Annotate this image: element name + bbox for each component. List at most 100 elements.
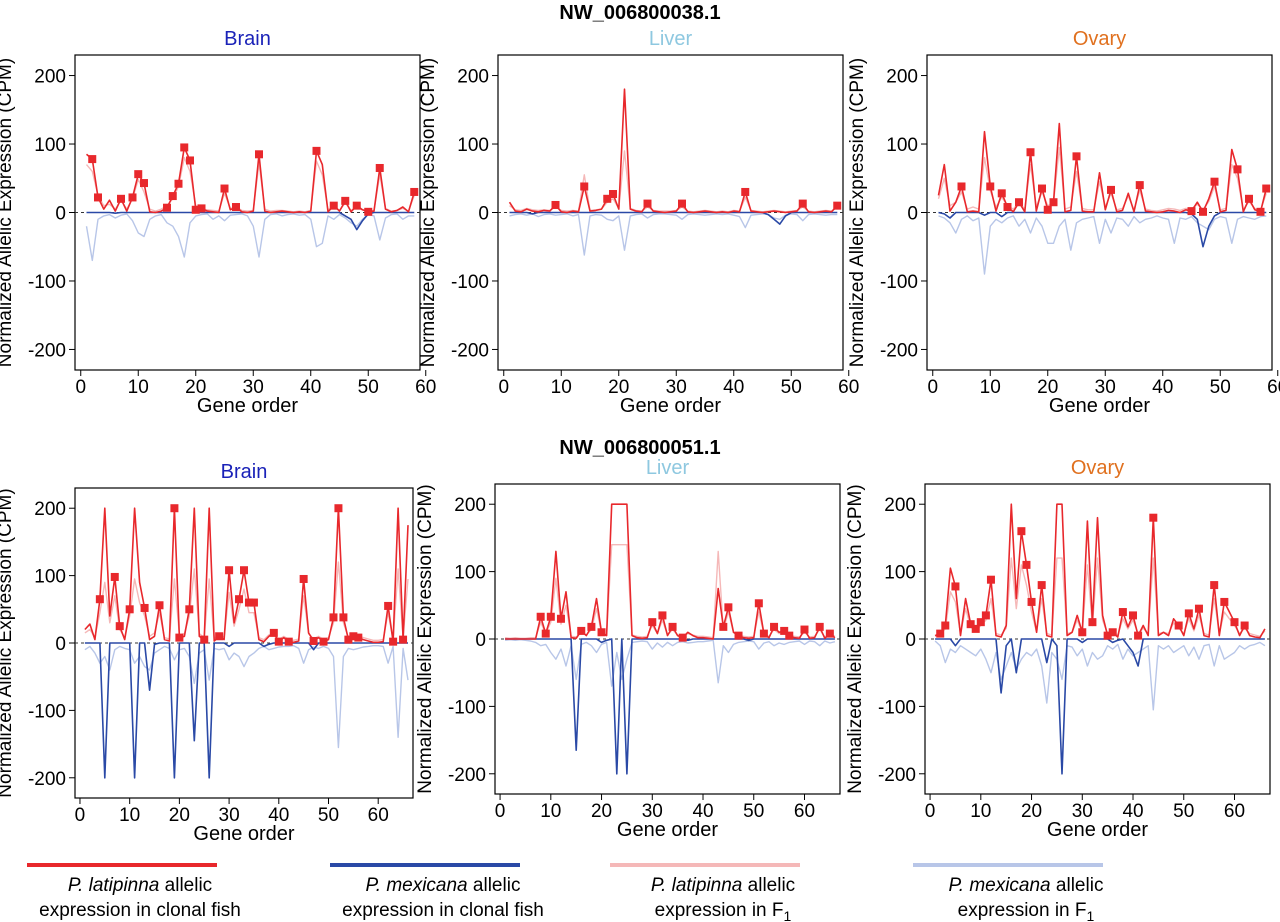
data-point-marker (140, 179, 148, 188)
data-point-marker (603, 194, 612, 203)
data-point-marker (168, 192, 177, 201)
data-point-marker (175, 633, 184, 642)
data-point-marker (1245, 194, 1253, 203)
y-tick-label: 200 (884, 495, 916, 516)
data-point-marker (140, 603, 149, 612)
data-point-marker (354, 633, 363, 642)
data-point-marker (410, 187, 419, 196)
data-point-marker (170, 504, 179, 513)
data-point-marker (220, 184, 229, 193)
data-point-marker (185, 605, 194, 614)
data-point-marker (556, 614, 565, 623)
data-point-marker (399, 635, 408, 644)
x-tick-label: 40 (1152, 377, 1173, 398)
legend-label-line2: expression in F1 (958, 900, 1095, 922)
data-point-marker (309, 636, 318, 645)
series-line-0 (505, 503, 836, 640)
panel-title: Ovary (1073, 28, 1126, 50)
data-point-marker (741, 187, 750, 196)
data-point-marker (1118, 608, 1127, 617)
y-tick-label: -100 (451, 272, 489, 293)
legend-label-line1: P. latipinna allelic (68, 875, 212, 896)
y-tick-label: -200 (28, 340, 66, 361)
x-tick-label: 40 (723, 377, 744, 398)
data-point-marker (719, 622, 728, 631)
panel-title: Liver (646, 457, 690, 479)
x-tick-label: 20 (591, 801, 612, 822)
data-point-marker (825, 629, 834, 638)
row-title-0: NW_006800038.1 (559, 2, 720, 24)
x-tick-label: 0 (495, 801, 506, 822)
x-tick-label: 30 (1072, 801, 1093, 822)
x-tick-label: 20 (169, 805, 190, 826)
data-point-marker (1149, 513, 1158, 522)
data-point-marker (941, 621, 950, 630)
data-point-marker (174, 179, 183, 188)
data-point-marker (580, 182, 589, 191)
y-axis-label: Normalized Allelic Expression (CPM) (0, 488, 16, 797)
y-tick-label: -100 (28, 701, 66, 722)
data-point-marker (1022, 560, 1031, 569)
y-tick-label: -200 (880, 340, 918, 361)
data-point-marker (780, 626, 789, 635)
data-point-marker (364, 207, 373, 216)
data-point-marker (389, 637, 398, 646)
data-point-marker (117, 194, 125, 203)
data-point-marker (1043, 205, 1052, 214)
y-tick-label: -200 (451, 340, 489, 361)
data-point-marker (215, 632, 224, 641)
x-tick-label: 20 (608, 377, 629, 398)
y-tick-label: 200 (886, 67, 918, 88)
x-tick-label: 60 (838, 377, 859, 398)
chart-panel-1: Liver 200 100 0 -100 -200 0 10 20 30 40 50 60 Gene or… (418, 28, 859, 417)
data-point-marker (1078, 628, 1087, 637)
x-axis-label: Gene order (1047, 819, 1149, 841)
data-point-marker (971, 624, 980, 633)
x-axis-label: Gene order (617, 819, 719, 841)
data-point-marker (678, 199, 686, 208)
y-tick-label: 100 (34, 567, 66, 588)
data-point-marker (341, 196, 350, 205)
data-point-marker (951, 582, 960, 591)
data-point-marker (115, 622, 124, 631)
data-point-marker (546, 612, 555, 621)
data-point-marker (658, 611, 667, 620)
data-point-marker (1129, 611, 1138, 620)
data-point-marker (798, 199, 807, 208)
y-axis-label: Normalized Allelic Expression (CPM) (847, 58, 868, 367)
data-point-marker (384, 601, 393, 610)
data-point-marker (186, 156, 194, 165)
data-point-marker (1240, 621, 1249, 630)
data-point-marker (800, 625, 809, 634)
data-point-marker (134, 170, 143, 179)
y-tick-label: 0 (55, 204, 66, 225)
data-point-marker (1134, 631, 1143, 640)
series-line-3 (938, 215, 1267, 275)
data-point-marker (329, 201, 338, 210)
data-point-marker (191, 205, 200, 214)
legend-entry-2: P. latipinna allelic expression in F1 (610, 863, 800, 922)
data-point-marker (986, 182, 995, 191)
data-point-marker (1107, 185, 1115, 194)
data-point-marker (94, 193, 102, 202)
x-tick-label: 10 (128, 377, 149, 398)
data-point-marker (1194, 604, 1203, 613)
data-point-marker (344, 635, 353, 644)
data-point-marker (1174, 621, 1183, 630)
x-tick-label: 0 (75, 377, 86, 398)
y-tick-label: -200 (448, 765, 486, 786)
data-point-marker (1220, 597, 1229, 606)
y-tick-label: 100 (884, 563, 916, 584)
y-tick-label: 200 (34, 499, 66, 520)
data-point-marker (375, 163, 384, 172)
x-tick-label: 50 (781, 377, 802, 398)
series-line-3 (85, 213, 415, 262)
x-tick-label: 50 (318, 805, 339, 826)
data-point-marker (1256, 207, 1265, 216)
data-point-marker (833, 201, 842, 210)
data-point-marker (88, 155, 97, 164)
legend-label-line2: expression in clonal fish (342, 900, 544, 921)
x-tick-label: 30 (219, 805, 240, 826)
x-axis-label: Gene order (620, 395, 722, 417)
x-tick-label: 60 (415, 377, 436, 398)
